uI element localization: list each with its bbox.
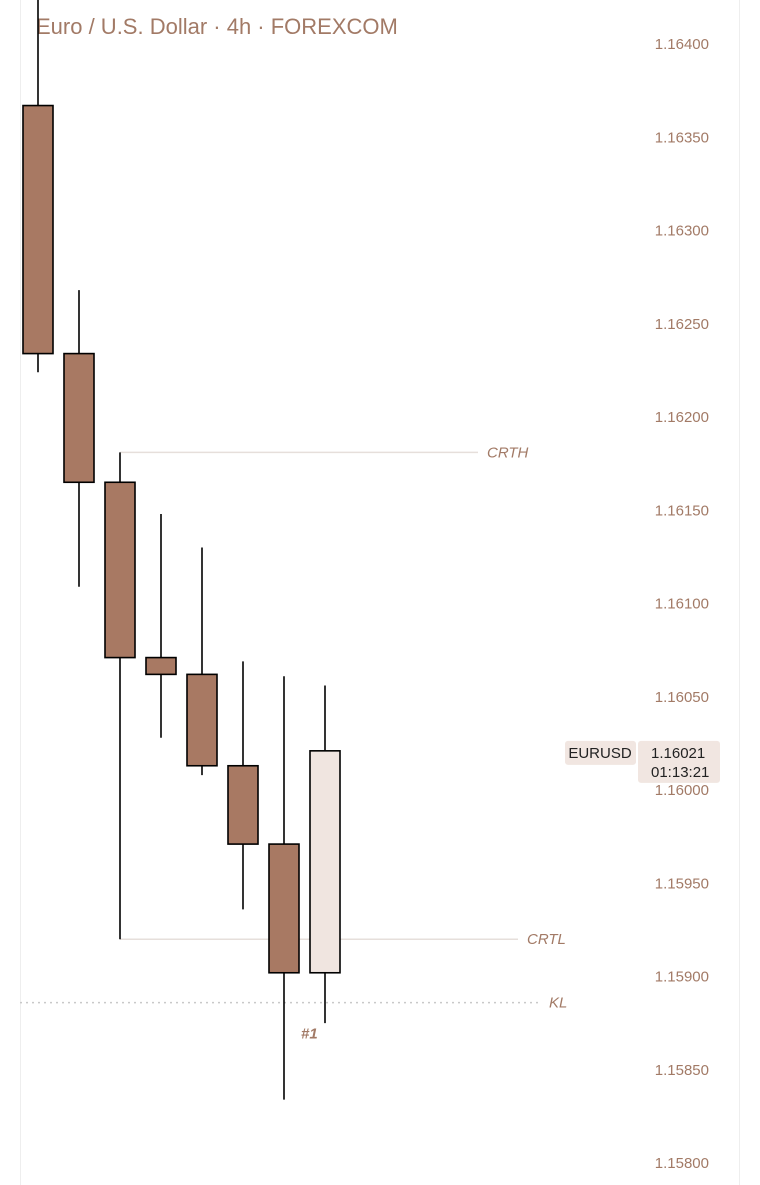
level-label-crth: CRTH [487, 444, 529, 461]
y-tick-label: 1.16350 [655, 129, 709, 146]
y-tick-label: 1.16150 [655, 502, 709, 519]
symbol-badge [565, 740, 636, 765]
price-badge-value: 1.16021 [651, 745, 705, 762]
candle-body-4 [145, 656, 177, 676]
candle-body-8 [309, 750, 341, 974]
candle-body-1 [22, 104, 54, 355]
chart-title: Euro / U.S. Dollar · 4h · FOREXCOM [36, 14, 398, 39]
y-tick-label: 1.16100 [655, 596, 709, 613]
annotation-label: #1 [301, 1025, 318, 1042]
y-tick-label: 1.16400 [655, 36, 709, 53]
y-tick-label: 1.16300 [655, 223, 709, 240]
y-tick-label: 1.15950 [655, 875, 709, 892]
y-tick-label: 1.15900 [655, 969, 709, 986]
candle-body-7 [268, 843, 300, 974]
candle-body-5 [186, 673, 218, 767]
level-label-kl: KL [549, 995, 567, 1012]
y-tick-label: 1.15850 [655, 1062, 709, 1079]
y-tick-label: 1.16200 [655, 409, 709, 426]
y-tick-label: 1.16250 [655, 316, 709, 333]
candle-body-2 [63, 352, 95, 484]
candle-body-3 [104, 481, 136, 659]
symbol-badge-text: EURUSD [568, 745, 632, 762]
y-tick-label: 1.15800 [655, 1155, 709, 1172]
y-tick-label: 1.16000 [655, 782, 709, 799]
price-badge-countdown: 01:13:21 [651, 764, 709, 781]
candle-body-6 [227, 764, 259, 845]
price-badge [638, 740, 720, 783]
y-tick-label: 1.16050 [655, 689, 709, 706]
level-label-crtl: CRTL [527, 931, 566, 948]
